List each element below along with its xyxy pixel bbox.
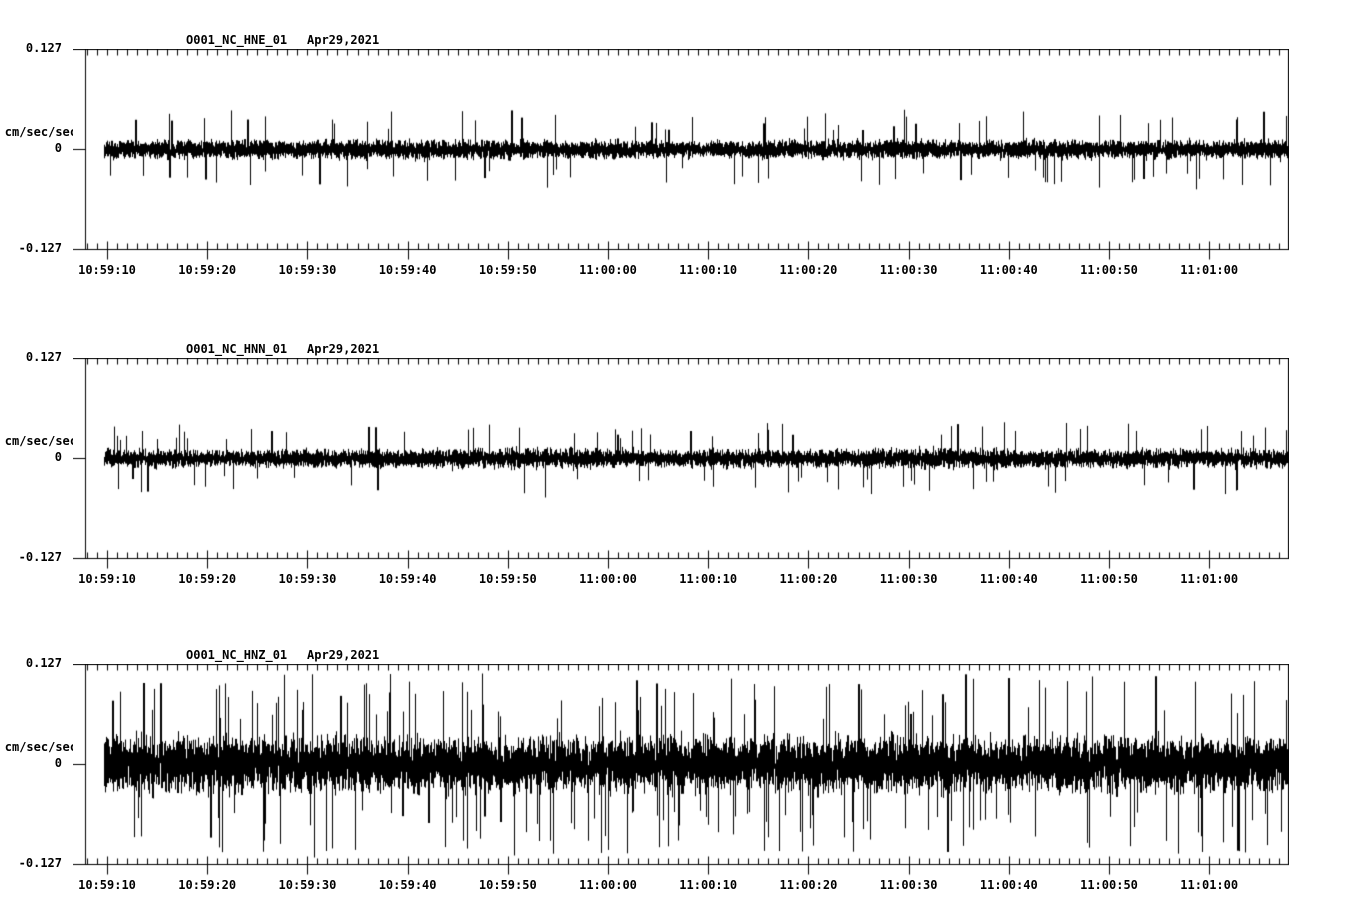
x-tick-label: 11:00:40 [979,263,1038,277]
x-tick-label: 10:59:10 [78,878,136,892]
x-tick-label: 11:00:00 [579,263,637,277]
y-axis-label-max: 0.127 [25,350,62,364]
x-tick-label: 11:00:10 [679,878,738,892]
x-tick-label: 11:00:30 [879,878,938,892]
y-axis-label-zero: 0 [54,756,62,770]
x-tick-label: 11:00:00 [579,572,637,586]
x-tick-label: 11:00:40 [979,878,1038,892]
y-axis-label-min: -0.127 [18,241,62,255]
trace-title: O001_NC_HNN_01 [186,342,288,356]
x-tick-label: 11:01:00 [1180,263,1239,277]
x-tick-label: 11:00:20 [779,572,838,586]
x-tick-label: 11:00:20 [779,878,838,892]
x-tick-label: 10:59:40 [378,878,437,892]
trace-date: Apr29,2021 [307,33,380,47]
x-tick-label: 10:59:40 [378,263,437,277]
waveform-canvas-hnn [73,358,1289,570]
x-tick-label: 10:59:30 [278,263,337,277]
trace-title: O001_NC_HNZ_01 [186,648,288,662]
y-axis-units-label: cm/sec/sec [4,740,77,754]
x-tick-label: 11:00:10 [679,263,738,277]
x-tick-label: 10:59:50 [478,572,537,586]
x-tick-label: 11:01:00 [1180,878,1239,892]
x-tick-label: 11:00:30 [879,263,938,277]
x-tick-label: 10:59:50 [478,878,537,892]
x-tick-label: 10:59:20 [178,878,237,892]
trace-date: Apr29,2021 [307,648,380,662]
x-tick-label: 10:59:20 [178,263,237,277]
y-axis-units-label: cm/sec/sec [4,434,77,448]
x-tick-label: 10:59:20 [178,572,237,586]
y-axis-units-label: cm/sec/sec [4,125,77,139]
x-tick-label: 11:00:20 [779,263,838,277]
x-tick-label: 10:59:10 [78,263,136,277]
x-tick-label: 11:00:40 [979,572,1038,586]
trace-date: Apr29,2021 [307,342,380,356]
x-tick-label: 11:00:10 [679,572,738,586]
y-axis-label-min: -0.127 [18,856,62,870]
x-tick-label: 10:59:50 [478,263,537,277]
x-tick-label: 11:00:30 [879,572,938,586]
x-tick-label: 11:00:50 [1080,572,1138,586]
y-axis-label-max: 0.127 [25,656,62,670]
waveform-canvas-hne [73,49,1289,261]
x-tick-label: 10:59:30 [278,572,337,586]
y-axis-label-zero: 0 [54,450,62,464]
y-axis-label-min: -0.127 [18,550,62,564]
x-tick-label: 10:59:40 [378,572,437,586]
y-axis-label-max: 0.127 [25,41,62,55]
trace-title: O001_NC_HNE_01 [186,33,288,47]
waveform-canvas-hnz [73,664,1289,876]
x-tick-label: 10:59:10 [78,572,136,586]
x-tick-label: 10:59:30 [278,878,337,892]
x-tick-label: 11:00:50 [1080,878,1138,892]
x-tick-label: 11:01:00 [1180,572,1239,586]
x-tick-label: 11:00:00 [579,878,637,892]
y-axis-label-zero: 0 [54,141,62,155]
x-tick-label: 11:00:50 [1080,263,1138,277]
